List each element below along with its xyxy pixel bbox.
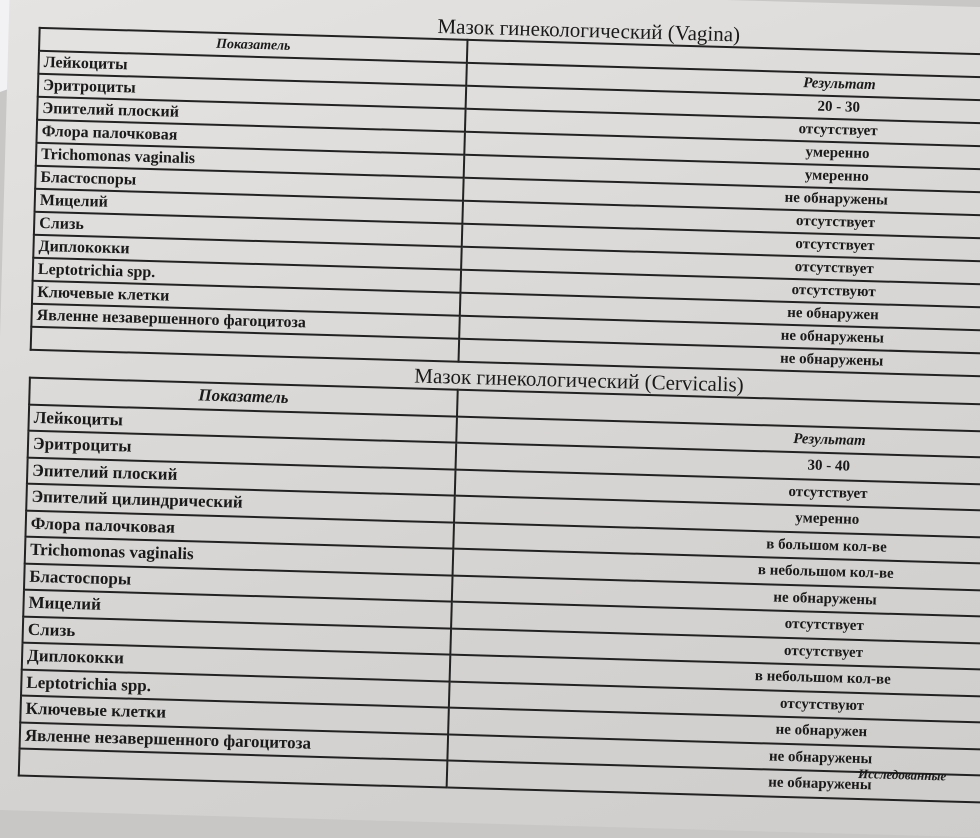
cervicalis-table: Показатель Лейкоциты Результат Эритроциты 30… bbox=[18, 377, 980, 804]
footer-text: Исследованные bbox=[857, 765, 947, 784]
vagina-table: Показатель Лейкоциты Результат Эритроциты 20… bbox=[30, 27, 980, 378]
vagina-section: Мазок гинекологический (Vagina) Показате… bbox=[30, 3, 980, 378]
cervicalis-section: Мазок гинекологический (Cervicalis) Пока… bbox=[18, 353, 980, 804]
